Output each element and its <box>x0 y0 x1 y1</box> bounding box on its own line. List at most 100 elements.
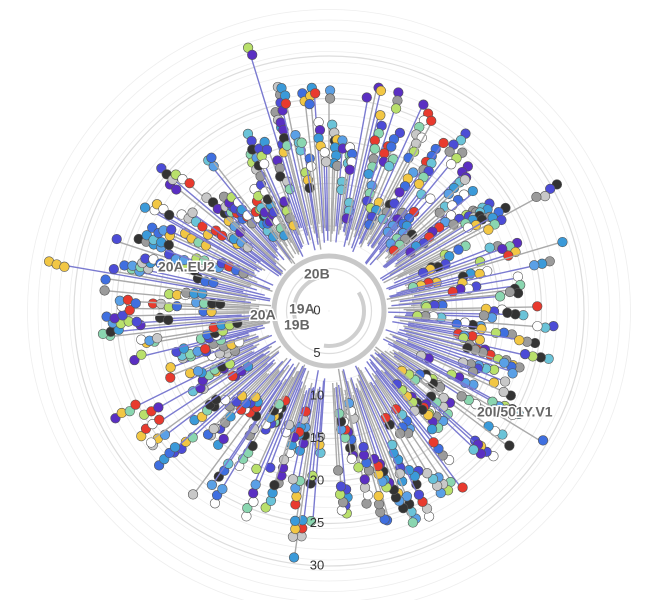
tip <box>129 354 140 366</box>
branch <box>211 363 295 486</box>
tip <box>332 160 343 171</box>
tip <box>223 458 234 469</box>
tip <box>358 441 369 453</box>
clade-label: 20I/501Y.V1 <box>477 404 553 420</box>
tip <box>394 187 405 198</box>
tip <box>296 137 307 148</box>
grid-circle <box>285 267 373 355</box>
tip <box>288 552 300 563</box>
tip <box>504 286 516 298</box>
branch <box>397 253 445 278</box>
clade-label: 19B <box>284 317 310 333</box>
r-tick-label: 25 <box>310 515 324 530</box>
tip <box>457 482 468 493</box>
tip <box>446 159 457 170</box>
tip <box>169 442 181 453</box>
branch <box>343 90 382 247</box>
branch <box>397 331 520 370</box>
tip <box>504 440 515 451</box>
tip <box>375 110 386 121</box>
tip <box>304 99 315 110</box>
clade-label: 20A <box>250 307 276 323</box>
tip <box>375 85 387 96</box>
branch <box>256 358 292 403</box>
tip <box>456 391 467 402</box>
branch <box>312 380 325 522</box>
tip <box>499 357 510 368</box>
tip <box>478 310 490 321</box>
branch <box>192 364 290 496</box>
tip <box>108 263 119 275</box>
tip <box>155 258 166 269</box>
branch <box>154 209 258 270</box>
grid-circle <box>73 55 585 567</box>
tip <box>459 174 471 185</box>
branch <box>110 318 257 338</box>
branch <box>162 230 257 277</box>
branch <box>131 269 271 300</box>
branch <box>391 295 501 307</box>
grid-ring <box>48 30 610 592</box>
tip <box>386 141 397 152</box>
tip <box>187 207 198 218</box>
tip <box>124 305 135 316</box>
branch <box>404 259 480 287</box>
tip <box>248 496 259 507</box>
tip <box>282 140 293 151</box>
tip <box>443 188 454 200</box>
branch <box>146 320 271 345</box>
tip <box>539 191 551 202</box>
tip <box>507 368 518 379</box>
tip <box>359 474 370 485</box>
branch <box>389 271 488 298</box>
tip <box>59 261 70 272</box>
branch <box>366 361 463 489</box>
branch <box>297 387 311 433</box>
branch <box>119 300 251 308</box>
clade-label: 19A <box>289 301 315 317</box>
tip <box>321 156 332 167</box>
branch <box>228 212 276 259</box>
tip <box>495 291 506 302</box>
tip <box>353 462 364 473</box>
backbone <box>271 253 387 369</box>
branch <box>403 325 464 339</box>
branch <box>133 327 258 359</box>
branch <box>160 314 242 320</box>
tip <box>409 405 420 417</box>
branch <box>354 92 401 230</box>
branch <box>369 203 396 245</box>
branch <box>106 312 258 318</box>
tip <box>217 483 228 495</box>
tip <box>248 488 259 499</box>
branch <box>386 283 463 300</box>
tip <box>287 474 299 485</box>
branch <box>203 345 273 390</box>
tip <box>512 271 523 282</box>
tip <box>519 349 531 360</box>
tip <box>163 239 174 251</box>
tip <box>497 243 508 255</box>
grid-ring <box>69 51 589 571</box>
branch <box>357 366 419 484</box>
tip <box>159 429 171 440</box>
branch <box>344 87 378 236</box>
tip <box>184 178 195 189</box>
tip <box>187 489 199 500</box>
branch <box>392 321 459 334</box>
tip <box>310 88 321 99</box>
tip <box>197 221 208 232</box>
tip <box>444 146 455 157</box>
grid-ring <box>90 72 568 550</box>
tip <box>537 435 549 446</box>
tip <box>153 402 164 413</box>
tip <box>171 184 182 195</box>
branch <box>385 329 514 373</box>
branch <box>411 288 515 303</box>
branch <box>392 335 506 383</box>
tip <box>250 479 261 490</box>
branch <box>301 386 321 537</box>
r-tick-label: 10 <box>310 387 324 402</box>
branch <box>386 244 498 290</box>
tip <box>260 502 271 513</box>
